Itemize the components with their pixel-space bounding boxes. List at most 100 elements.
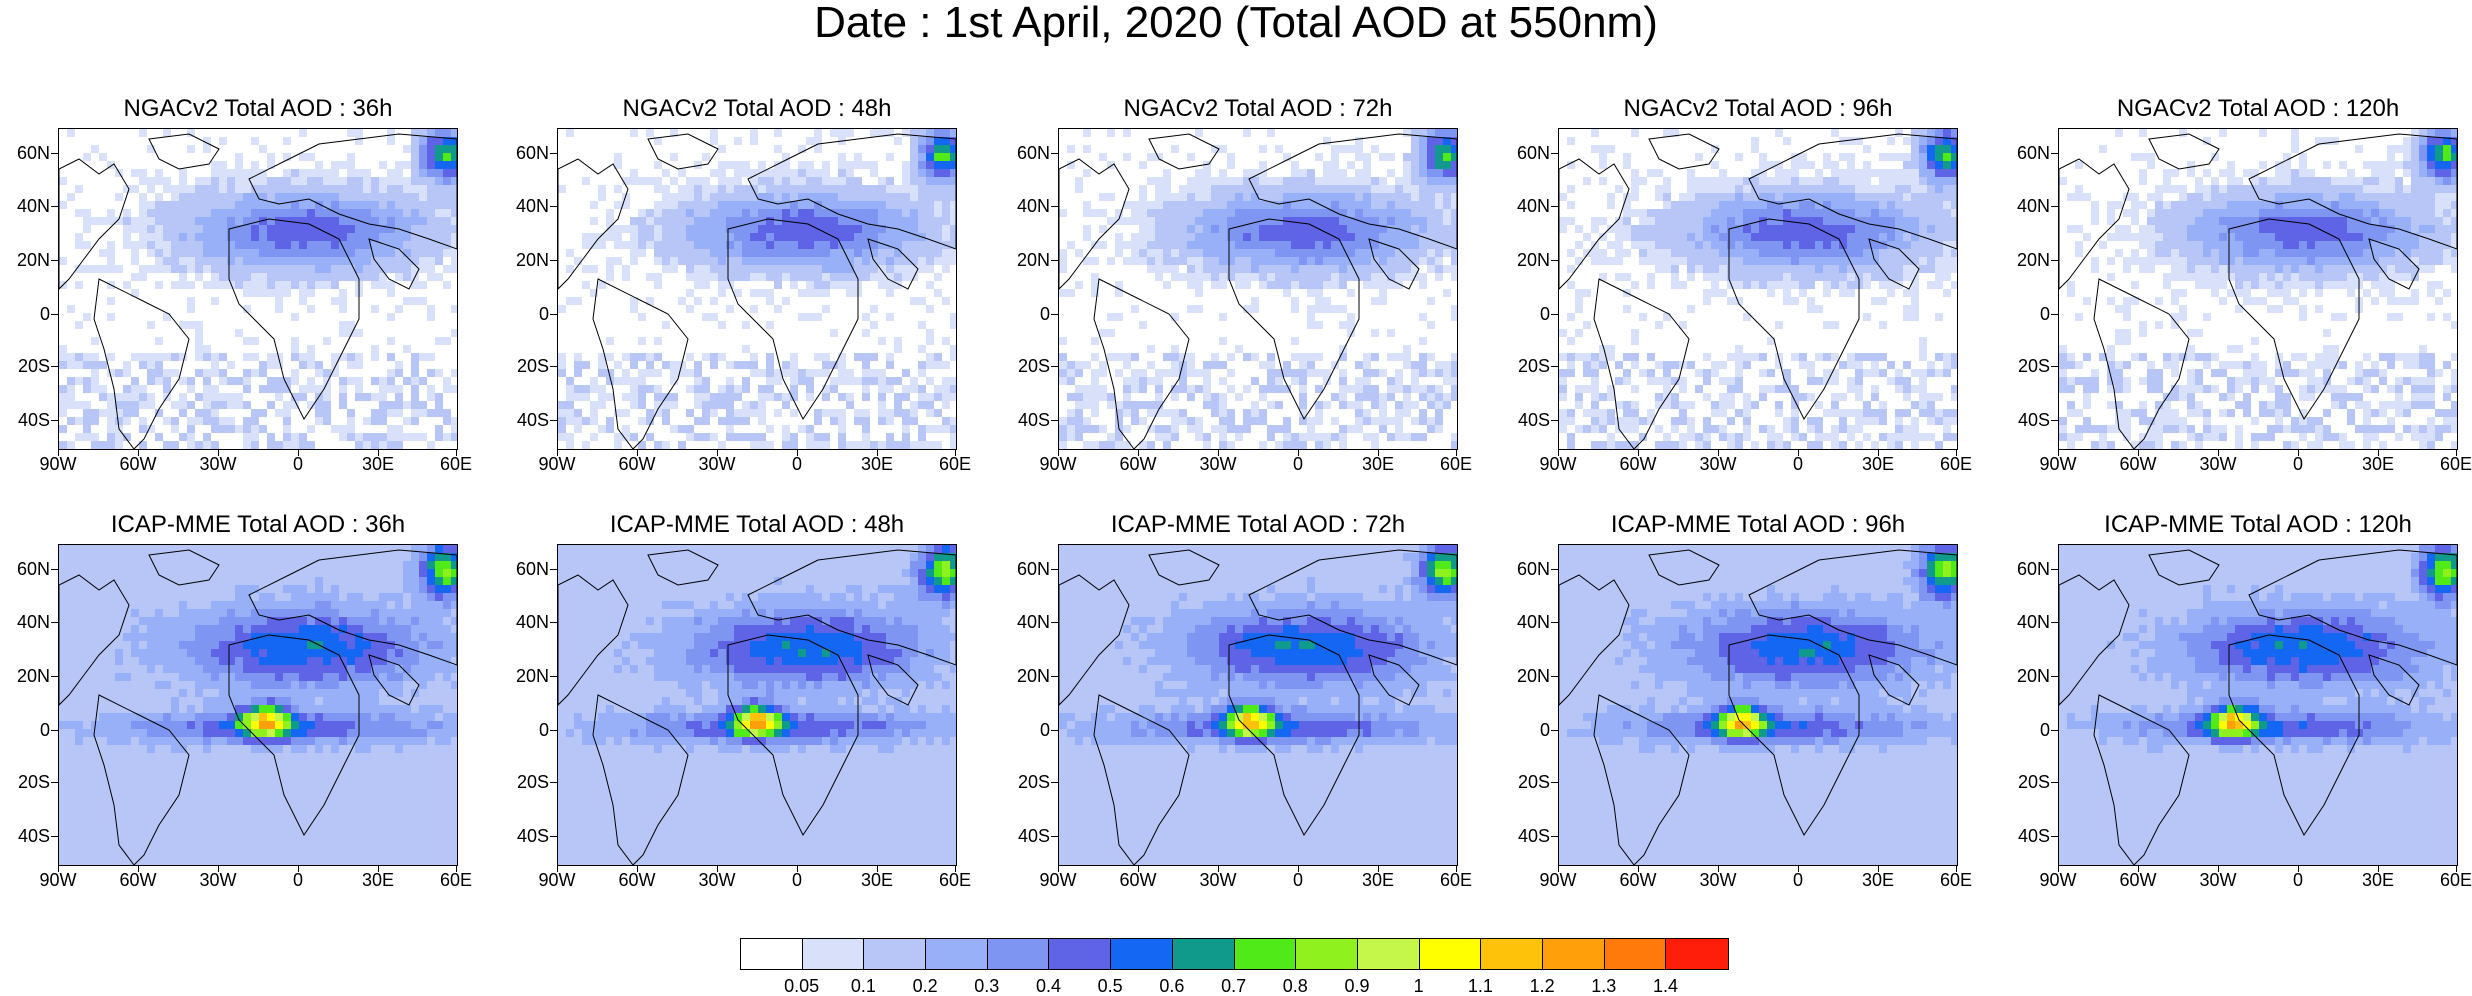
aod-cell bbox=[91, 361, 99, 369]
aod-cell bbox=[1307, 177, 1315, 185]
aod-cell bbox=[99, 249, 107, 257]
aod-cell bbox=[1339, 233, 1347, 241]
aod-cell bbox=[750, 201, 758, 209]
aod-cell bbox=[822, 281, 830, 289]
aod-cell bbox=[902, 369, 910, 377]
aod-cell bbox=[187, 305, 195, 313]
aod-cell bbox=[702, 185, 710, 193]
aod-cell bbox=[339, 289, 347, 297]
aod-cell bbox=[1927, 217, 1935, 225]
aod-cell bbox=[774, 265, 782, 273]
aod-cell bbox=[195, 393, 203, 401]
aod-cell bbox=[2315, 185, 2323, 193]
aod-cell bbox=[195, 217, 203, 225]
aod-cell bbox=[870, 161, 878, 169]
aod-cell bbox=[862, 369, 870, 377]
aod-cell bbox=[1935, 209, 1943, 217]
aod-cell bbox=[243, 433, 251, 441]
aod-cell bbox=[1427, 153, 1435, 161]
aod-cell bbox=[950, 385, 956, 393]
aod-cell bbox=[806, 265, 814, 273]
aod-cell bbox=[1347, 425, 1355, 433]
aod-cell bbox=[339, 177, 347, 185]
aod-cell bbox=[443, 129, 451, 137]
aod-cell bbox=[131, 217, 139, 225]
aod-cell bbox=[1775, 281, 1783, 289]
aod-cell bbox=[742, 225, 750, 233]
aod-cell bbox=[187, 145, 195, 153]
aod-cell bbox=[1895, 177, 1903, 185]
aod-cell bbox=[1927, 281, 1935, 289]
aod-cell bbox=[251, 233, 259, 241]
aod-cell bbox=[670, 425, 678, 433]
aod-cell bbox=[1871, 209, 1879, 217]
aod-cell bbox=[1251, 209, 1259, 217]
aod-cell bbox=[1107, 129, 1115, 137]
aod-cell bbox=[251, 177, 259, 185]
aod-cell bbox=[1663, 369, 1671, 377]
aod-cell bbox=[1775, 321, 1783, 329]
aod-cell bbox=[694, 297, 702, 305]
aod-cell bbox=[1299, 401, 1307, 409]
aod-cell bbox=[291, 225, 299, 233]
aod-cell bbox=[2443, 209, 2451, 217]
aod-cell bbox=[1695, 201, 1703, 209]
aod-cell bbox=[1775, 209, 1783, 217]
aod-cell bbox=[1419, 201, 1427, 209]
aod-cell bbox=[806, 209, 814, 217]
aod-cell bbox=[574, 425, 582, 433]
aod-cell bbox=[203, 225, 211, 233]
aod-cell bbox=[2195, 233, 2203, 241]
aod-cell bbox=[2155, 217, 2163, 225]
aod-cell bbox=[1879, 249, 1887, 257]
aod-cell bbox=[411, 377, 419, 385]
aod-cell bbox=[235, 169, 243, 177]
aod-cell bbox=[1435, 161, 1443, 169]
aod-cell bbox=[910, 137, 918, 145]
aod-cell bbox=[411, 409, 419, 417]
aod-cell bbox=[2419, 161, 2427, 169]
aod-cell bbox=[702, 433, 710, 441]
aod-cell bbox=[1807, 233, 1815, 241]
aod-cell bbox=[187, 377, 195, 385]
aod-cell bbox=[179, 273, 187, 281]
aod-cell bbox=[846, 161, 854, 169]
aod-cell bbox=[1411, 145, 1419, 153]
aod-cell bbox=[1291, 441, 1299, 449]
aod-cell bbox=[1943, 409, 1951, 417]
aod-cell bbox=[918, 265, 926, 273]
aod-cell bbox=[1671, 417, 1679, 425]
aod-cell bbox=[1147, 377, 1155, 385]
aod-cell bbox=[1639, 209, 1647, 217]
aod-cell bbox=[1187, 217, 1195, 225]
aod-cell bbox=[1775, 169, 1783, 177]
aod-cell bbox=[115, 193, 123, 201]
aod-cell bbox=[2395, 161, 2403, 169]
aod-cell bbox=[243, 377, 251, 385]
aod-cell bbox=[195, 225, 203, 233]
aod-cell bbox=[1695, 217, 1703, 225]
aod-cell bbox=[1411, 417, 1419, 425]
aod-cell bbox=[902, 129, 910, 137]
aod-cell bbox=[2363, 201, 2371, 209]
aod-cell bbox=[363, 225, 371, 233]
aod-cell bbox=[1911, 369, 1919, 377]
aod-cell bbox=[574, 361, 582, 369]
aod-cell bbox=[331, 169, 339, 177]
aod-cell bbox=[1259, 265, 1267, 273]
aod-cell bbox=[1663, 201, 1671, 209]
aod-cell bbox=[2435, 217, 2443, 225]
aod-cell bbox=[59, 385, 67, 393]
aod-cell bbox=[2395, 233, 2403, 241]
aod-cell bbox=[307, 209, 315, 217]
aod-cell bbox=[1411, 169, 1419, 177]
aod-cell bbox=[1451, 153, 1457, 161]
aod-cell bbox=[427, 185, 435, 193]
aod-cell bbox=[1299, 353, 1307, 361]
lat-tick-label: 60N bbox=[1006, 143, 1050, 163]
aod-cell bbox=[1083, 209, 1091, 217]
aod-cell bbox=[2387, 217, 2395, 225]
aod-cell bbox=[622, 225, 630, 233]
aod-cell bbox=[926, 169, 934, 177]
aod-cell bbox=[814, 417, 822, 425]
